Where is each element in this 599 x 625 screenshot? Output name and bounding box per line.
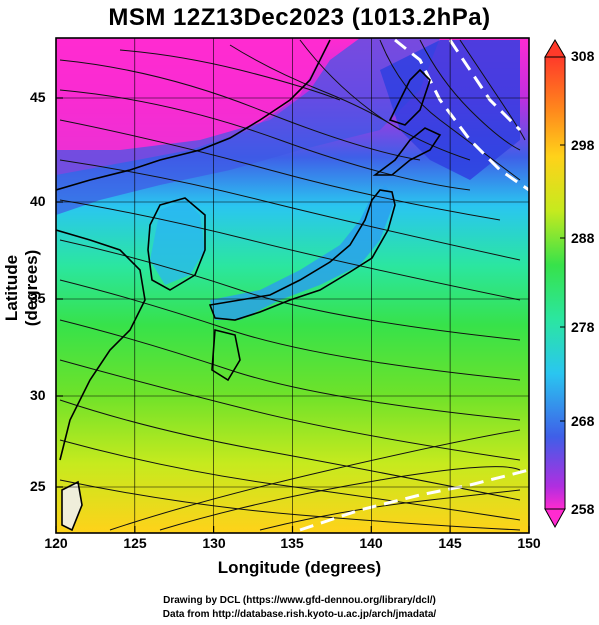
- lat-tick-40: 40: [30, 193, 46, 209]
- colorbar-tick-288: 288: [571, 230, 595, 246]
- figure-title: MSM 12Z13Dec2023 (1013.2hPa): [108, 4, 491, 31]
- lon-tick-145: 145: [438, 535, 462, 551]
- frame-ticks: [55, 97, 530, 533]
- lat-tick-35: 35: [30, 290, 46, 306]
- colorbar-tick-258: 258: [571, 501, 595, 517]
- credit-line-drawing: Drawing by DCL (https://www.gfd-dennou.o…: [163, 595, 436, 606]
- credit-line-data: Data from http://database.rish.kyoto-u.a…: [162, 609, 437, 620]
- lat-tick-25: 25: [30, 478, 46, 494]
- colorbar-tick-298: 298: [571, 137, 595, 153]
- lon-tick-125: 125: [123, 535, 147, 551]
- colorbar-bottom-arrow: [544, 508, 566, 529]
- lon-tick-120: 120: [44, 535, 68, 551]
- isotherm-lines: [299, 38, 529, 532]
- y-axis-label: Latitude (degrees): [2, 249, 41, 327]
- lon-tick-135: 135: [280, 535, 304, 551]
- lon-tick-150: 150: [517, 535, 541, 551]
- colorbar-tick-268: 268: [571, 413, 595, 429]
- lat-tick-45: 45: [30, 89, 46, 105]
- colorbar-tick-308: 308: [571, 48, 595, 64]
- coastlines: [56, 39, 442, 532]
- x-axis-label: Longitude (degrees): [217, 558, 382, 577]
- colorbar: [544, 39, 566, 529]
- streamlines: [59, 39, 526, 531]
- lon-tick-140: 140: [359, 535, 383, 551]
- lon-tick-130: 130: [202, 535, 226, 551]
- lat-tick-30: 30: [30, 387, 46, 403]
- colorbar-top-arrow: [544, 39, 566, 58]
- colorbar-tick-278: 278: [571, 319, 595, 335]
